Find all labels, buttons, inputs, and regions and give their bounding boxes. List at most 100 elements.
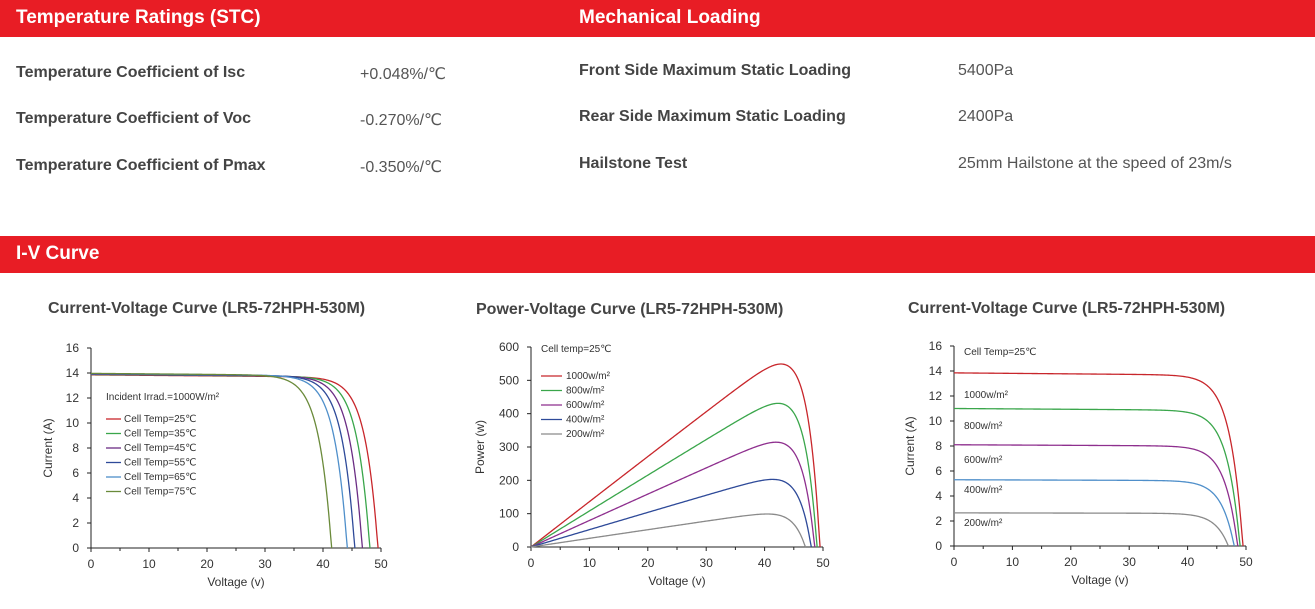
hailstone-test-value: 25mm Hailstone at the speed of 23m/s [958,155,1232,172]
series-label: 800w/m² [964,421,1003,432]
x-tick-label: 30 [258,557,272,571]
x-tick-label: 10 [142,557,156,571]
legend-entry: Cell Temp=25℃ [124,414,196,425]
x-axis-label: Voltage (v) [1071,573,1128,587]
temp-coef-voc-label: Temperature Coefficient of Voc [16,110,251,127]
legend-entry: Cell Temp=65℃ [124,472,196,483]
x-tick-label: 10 [1006,555,1020,569]
x-tick-label: 50 [1239,555,1253,569]
series-line-2 [953,407,1241,547]
hailstone-test-label: Hailstone Test [579,155,688,172]
y-tick-label: 400 [499,407,519,421]
temp-coef-voc-value: -0.270%/℃ [360,112,443,129]
mechanical-section-title: Mechanical Loading [579,7,761,28]
chart-2-title: Power-Voltage Curve (LR5-72HPH-530M) [476,301,784,318]
y-tick-label: 8 [72,441,79,455]
y-tick-label: 600 [499,340,519,354]
y-tick-label: 6 [72,466,79,480]
legend-entry: Cell Temp=75℃ [124,487,196,498]
chart-3-title: Current-Voltage Curve (LR5-72HPH-530M) [908,300,1226,317]
y-tick-label: 12 [929,389,943,403]
series-line-3 [90,373,364,549]
iv-curve-section-title: I-V Curve [16,243,100,264]
x-tick-label: 50 [816,556,830,570]
x-tick-label: 10 [583,556,597,570]
series-label: 200w/m² [964,518,1003,529]
chart-1-title: Current-Voltage Curve (LR5-72HPH-530M) [48,300,366,317]
y-tick-label: 200 [499,473,519,487]
y-tick-label: 300 [499,440,519,454]
x-tick-label: 30 [700,556,714,570]
y-tick-label: 14 [66,366,80,380]
temp-coef-isc-value: +0.048%/℃ [360,66,447,83]
y-axis-label: Current (A) [903,416,917,475]
y-tick-label: 0 [512,540,519,554]
legend-entry: Cell Temp=55℃ [124,458,196,469]
legend-entry: Cell Temp=45℃ [124,443,196,454]
series-line-5 [954,512,1230,547]
series-line-4 [91,373,356,549]
x-tick-label: 20 [1064,555,1078,569]
x-tick-label: 50 [374,557,388,571]
y-tick-label: 2 [935,514,942,528]
front-static-loading-label: Front Side Maximum Static Loading [579,62,852,79]
rear-static-loading-label: Rear Side Maximum Static Loading [579,108,846,125]
x-tick-label: 40 [316,557,330,571]
legend-entry: 800w/m² [566,386,605,397]
series-line-6 [91,372,333,549]
series-line-1 [953,372,1244,547]
temp-coef-pmax-label: Temperature Coefficient of Pmax [16,157,266,174]
series-line-3 [530,441,816,548]
series-label: 600w/m² [964,455,1003,466]
y-tick-label: 10 [929,414,943,428]
x-tick-label: 0 [88,557,95,571]
series-line-4 [530,478,812,548]
y-tick-label: 4 [935,489,942,503]
series-label: 400w/m² [964,485,1003,496]
y-tick-label: 6 [935,464,942,478]
series-line-1 [90,374,379,549]
legend-entry: 1000w/m² [566,371,611,382]
y-tick-label: 0 [935,539,942,553]
y-tick-label: 8 [935,439,942,453]
front-static-loading-value: 5400Pa [958,62,1014,79]
series-line-2 [530,402,818,548]
x-tick-label: 0 [528,556,535,570]
x-tick-label: 40 [758,556,772,570]
x-axis-label: Voltage (v) [207,575,264,589]
temp-coef-isc-label: Temperature Coefficient of Isc [16,64,246,81]
x-tick-label: 20 [200,557,214,571]
iv-curve-header-band: I-V Curve [0,236,1315,273]
legend-title: Incident Irrad.=1000W/m² [106,392,220,403]
legend-entry: 400w/m² [566,415,605,426]
chart-1: 0 10 20 30 40 50 0 2 4 6 8 10 12 14 16 Voltage (v) Curre… [41,341,388,589]
y-axis-label: Current (A) [41,418,55,477]
y-tick-label: 4 [72,491,79,505]
x-tick-label: 30 [1123,555,1137,569]
temp-coef-pmax-value: -0.350%/℃ [360,159,443,176]
y-tick-label: 100 [499,507,519,521]
series-line-5 [530,513,807,548]
y-tick-label: 12 [66,391,80,405]
y-axis-label: Power (w) [473,420,487,474]
y-tick-label: 16 [929,339,943,353]
series-line-4 [954,479,1235,547]
temperature-section-title: Temperature Ratings (STC) [16,7,261,28]
legend-entry: 200w/m² [566,429,605,440]
y-tick-label: 0 [72,541,79,555]
x-tick-label: 0 [951,555,958,569]
series-line-3 [953,444,1239,547]
y-tick-label: 500 [499,373,519,387]
series-label: 1000w/m² [964,390,1009,401]
legend-title: Cell temp=25℃ [541,344,611,355]
y-tick-label: 2 [72,516,79,530]
x-axis-label: Voltage (v) [648,574,705,588]
legend-title: Cell Temp=25℃ [964,347,1036,358]
y-tick-label: 16 [66,341,80,355]
chart-3: 0 10 20 30 40 50 0 2 4 6 8 10 12 14 16 Voltage (v) Curre… [903,339,1253,587]
x-tick-label: 20 [641,556,655,570]
y-tick-label: 14 [929,364,943,378]
series-line-1 [530,363,821,548]
legend-entry: 600w/m² [566,400,605,411]
